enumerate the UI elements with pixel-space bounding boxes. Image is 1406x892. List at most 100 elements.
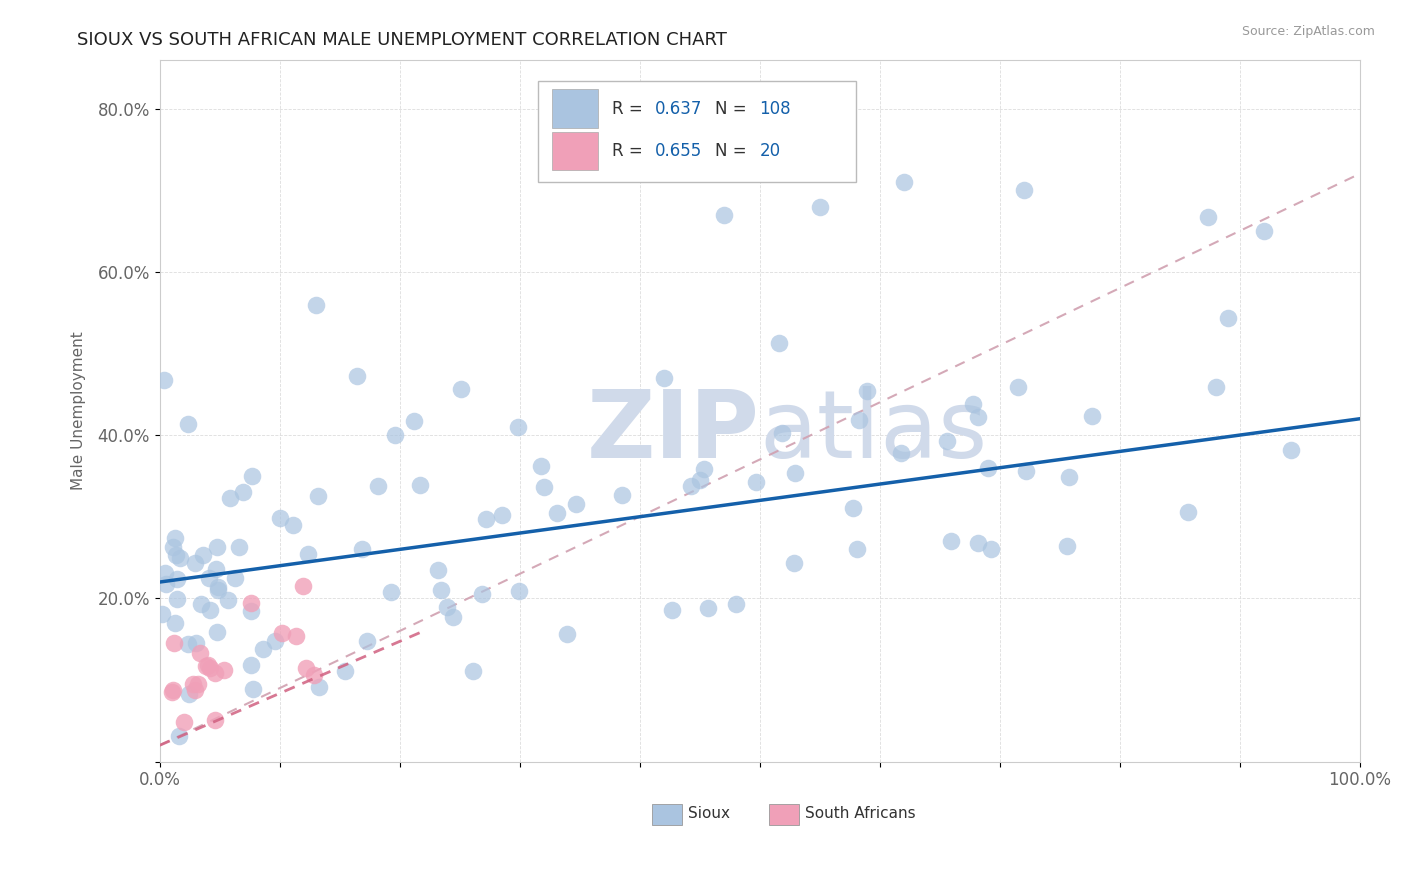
Point [181, 677, 204, 691]
Point [661, 602, 683, 616]
Point [1216, 311, 1239, 326]
Point [198, 602, 221, 616]
Point [283, 518, 305, 533]
Text: ZIP: ZIP [586, 385, 759, 478]
Point [935, 434, 957, 449]
Point [346, 369, 368, 384]
Point [177, 687, 200, 701]
Point [212, 663, 235, 677]
Text: 0.637: 0.637 [655, 100, 703, 118]
Point [295, 661, 318, 675]
Point [846, 541, 869, 556]
Point [240, 596, 263, 610]
Point [160, 685, 183, 699]
Point [1253, 224, 1275, 238]
Point [350, 541, 373, 556]
Bar [769, 804, 799, 825]
Point [269, 510, 291, 524]
Point [207, 580, 229, 594]
Point [197, 658, 219, 673]
Point [508, 419, 530, 434]
Point [183, 682, 205, 697]
Point [195, 658, 218, 673]
Point [1177, 505, 1199, 519]
Point [150, 607, 173, 621]
Point [491, 508, 513, 522]
Text: Sioux: Sioux [688, 806, 730, 822]
Point [153, 373, 176, 387]
Point [471, 587, 494, 601]
Point [169, 551, 191, 566]
Point [264, 633, 287, 648]
Point [1081, 409, 1104, 423]
Point [190, 598, 212, 612]
Text: R =: R = [612, 100, 648, 118]
Point [232, 484, 254, 499]
Point [297, 547, 319, 561]
Point [770, 426, 793, 441]
Point [205, 562, 228, 576]
Point [430, 582, 453, 597]
Point [441, 610, 464, 624]
Point [242, 681, 264, 696]
Point [890, 446, 912, 460]
Point [693, 462, 716, 476]
Text: SIOUX VS SOUTH AFRICAN MALE UNEMPLOYMENT CORRELATION CHART: SIOUX VS SOUTH AFRICAN MALE UNEMPLOYMENT… [77, 31, 727, 49]
Point [302, 667, 325, 681]
Point [612, 488, 634, 502]
Point [1205, 380, 1227, 394]
Point [367, 479, 389, 493]
Point [1007, 379, 1029, 393]
Point [402, 414, 425, 428]
Point [167, 729, 190, 743]
Point [533, 480, 555, 494]
Point [176, 637, 198, 651]
Point [508, 584, 530, 599]
Point [1056, 539, 1078, 553]
Point [977, 461, 1000, 475]
Text: R =: R = [612, 142, 648, 160]
Point [967, 536, 990, 550]
FancyBboxPatch shape [537, 80, 855, 183]
Point [967, 410, 990, 425]
Point [335, 664, 357, 678]
Point [768, 336, 790, 351]
Point [240, 469, 263, 483]
Point [155, 577, 177, 591]
Point [463, 664, 485, 678]
Point [713, 208, 735, 222]
Text: N =: N = [716, 142, 752, 160]
Point [1197, 211, 1219, 225]
Point [285, 629, 308, 643]
Point [207, 624, 229, 639]
Point [808, 200, 831, 214]
Text: 0.655: 0.655 [655, 142, 703, 160]
Point [744, 475, 766, 489]
Bar [651, 804, 682, 825]
Text: 20: 20 [759, 142, 780, 160]
Point [1279, 442, 1302, 457]
Y-axis label: Male Unemployment: Male Unemployment [72, 331, 86, 490]
Point [689, 473, 711, 487]
Point [384, 428, 406, 442]
Point [308, 680, 330, 694]
Bar [553, 131, 598, 170]
Point [785, 466, 807, 480]
Point [842, 500, 865, 515]
Point [681, 479, 703, 493]
Point [893, 175, 915, 189]
Point [163, 636, 186, 650]
Point [218, 491, 240, 505]
Point [205, 541, 228, 555]
Point [307, 489, 329, 503]
Point [783, 556, 806, 570]
Point [224, 571, 246, 585]
Point [176, 417, 198, 432]
Point [162, 541, 184, 555]
Point [193, 548, 215, 562]
Point [530, 459, 553, 474]
Point [270, 626, 292, 640]
Point [173, 714, 195, 729]
Point [1015, 463, 1038, 477]
Point [184, 556, 207, 570]
